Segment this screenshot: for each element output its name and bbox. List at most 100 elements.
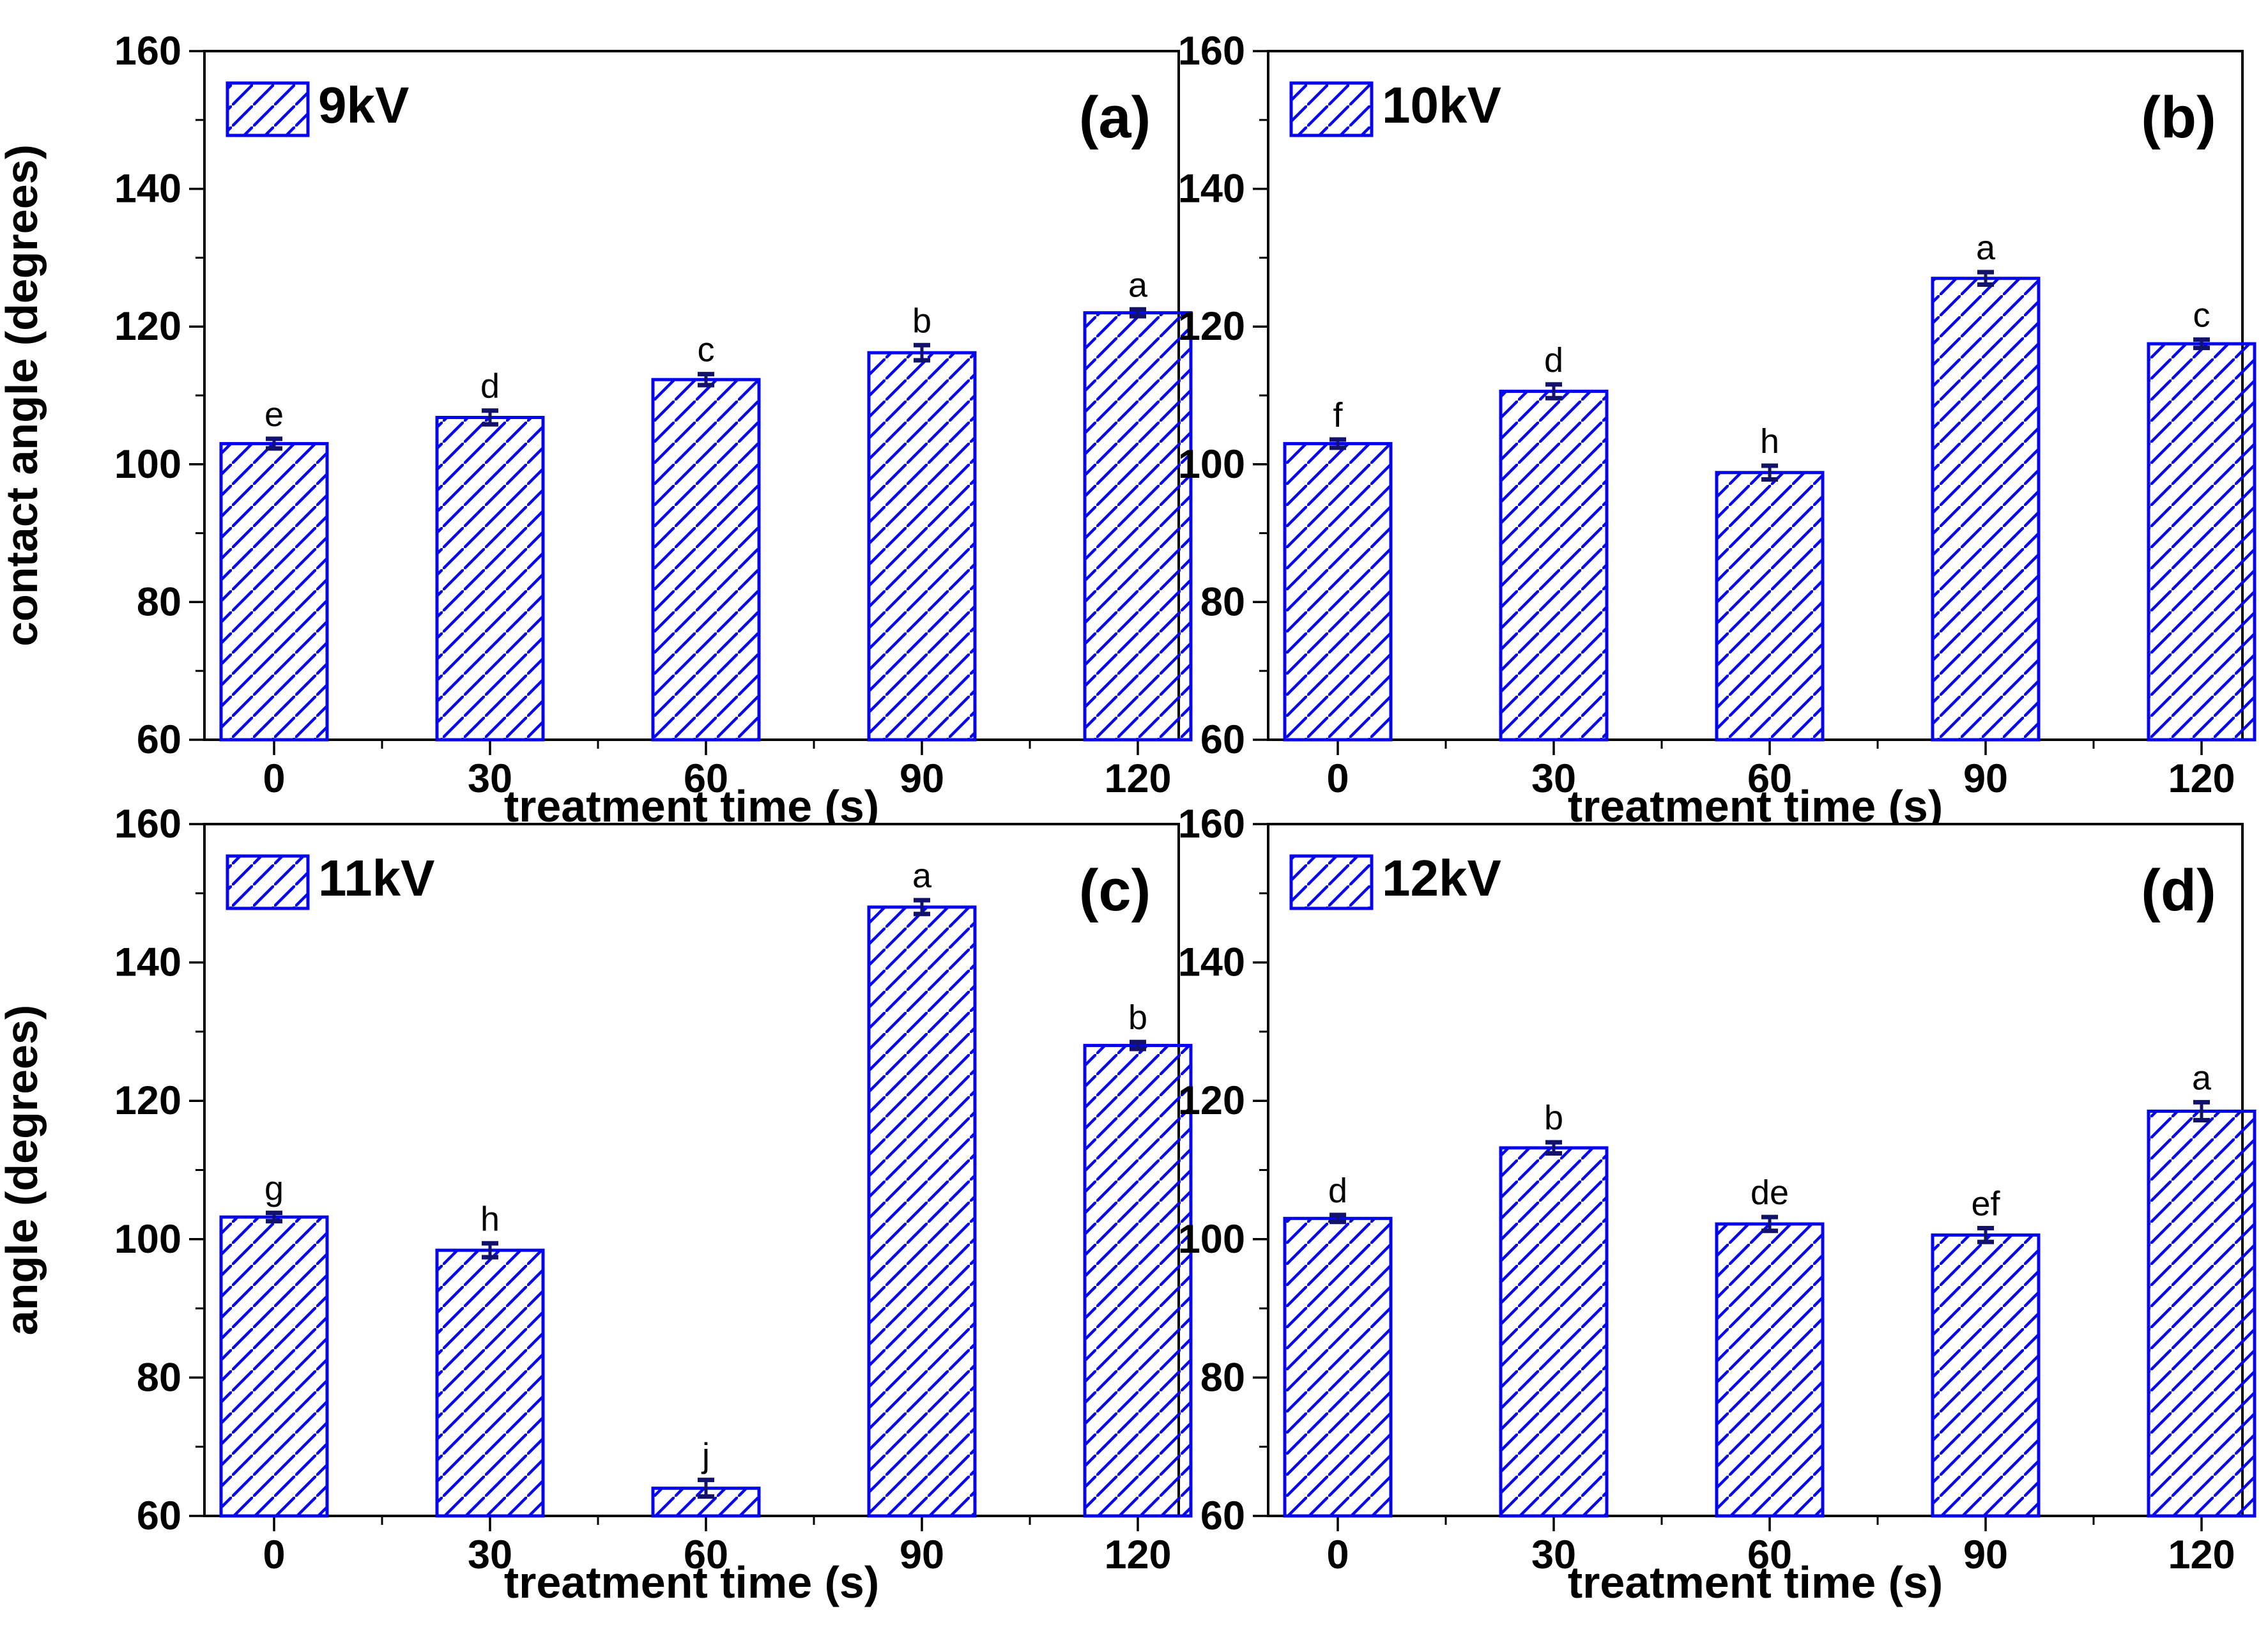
y-tick-label: 120 bbox=[114, 304, 181, 349]
panel-label: (d) bbox=[2141, 858, 2216, 923]
bar bbox=[1499, 1146, 1609, 1518]
bar bbox=[1499, 390, 1609, 742]
panel-c: 60 80 100 120 140 160 0 30 60 90 120 g h j a b 11kV (c) tr… bbox=[0, 802, 1193, 1607]
sig-letter: b bbox=[1544, 1099, 1563, 1137]
bar bbox=[219, 1215, 329, 1518]
x-tick-label: 0 bbox=[263, 1533, 285, 1577]
plot-box bbox=[203, 823, 1180, 1517]
y-tick-label: 60 bbox=[1200, 717, 1245, 762]
sig-letter: a bbox=[2192, 1059, 2212, 1097]
sig-letter: ef bbox=[1971, 1184, 2000, 1223]
y-tick-label: 140 bbox=[1178, 167, 1245, 211]
y-axis-title: contact angle (degrees) bbox=[0, 144, 47, 646]
y-tick-label: 100 bbox=[1178, 442, 1245, 487]
x-tick-label: 90 bbox=[1963, 1533, 2008, 1577]
x-tick-label: 120 bbox=[1104, 756, 1171, 801]
y-tick-label: 140 bbox=[114, 940, 181, 985]
bar bbox=[867, 905, 977, 1518]
legend-label: 11kV bbox=[318, 850, 434, 906]
bar bbox=[867, 351, 977, 742]
sig-letter: g bbox=[264, 1170, 284, 1208]
panel-label: (b) bbox=[2141, 85, 2216, 150]
bar bbox=[435, 415, 545, 742]
y-tick-label: 160 bbox=[1178, 802, 1245, 846]
x-tick-label: 90 bbox=[900, 1533, 944, 1577]
y-tick-label: 160 bbox=[114, 802, 181, 846]
y-tick-label: 160 bbox=[1178, 29, 1245, 73]
x-tick-label: 120 bbox=[2168, 756, 2235, 801]
sig-letter: d bbox=[1544, 341, 1563, 379]
y-tick-label: 80 bbox=[137, 1355, 181, 1400]
sig-letter: h bbox=[1760, 422, 1779, 461]
x-tick-label: 30 bbox=[468, 1533, 512, 1577]
panel-label: (a) bbox=[1079, 85, 1151, 150]
y-tick-label: 140 bbox=[1178, 940, 1245, 985]
y-tick-label: 80 bbox=[1200, 1355, 1245, 1400]
x-tick-label: 60 bbox=[1747, 1533, 1792, 1577]
y-tick-label: 100 bbox=[114, 442, 181, 487]
y-tick-label: 160 bbox=[114, 29, 181, 73]
legend-label: 10kV bbox=[1382, 77, 1501, 134]
x-axis-title: treatment time (s) bbox=[504, 1557, 879, 1607]
x-tick-label: 90 bbox=[900, 756, 944, 801]
bar bbox=[1931, 277, 2041, 742]
x-tick-label: 30 bbox=[1531, 1533, 1576, 1577]
y-tick-label: 140 bbox=[114, 167, 181, 211]
x-tick-label: 90 bbox=[1963, 756, 2008, 801]
y-tick-label: 100 bbox=[114, 1217, 181, 1262]
bar bbox=[1931, 1233, 2041, 1518]
x-tick-label: 0 bbox=[263, 756, 285, 801]
x-tick-label: 0 bbox=[1326, 756, 1349, 801]
legend-swatch bbox=[226, 81, 310, 137]
bar bbox=[1715, 471, 1825, 742]
bar bbox=[1083, 311, 1193, 742]
bar bbox=[1283, 441, 1393, 742]
sig-letter: a bbox=[1976, 229, 1996, 267]
y-tick-label: 120 bbox=[114, 1078, 181, 1123]
x-tick-label: 30 bbox=[1531, 756, 1576, 801]
legend-label: 12kV bbox=[1382, 850, 1501, 906]
panel-label: (c) bbox=[1079, 858, 1151, 923]
bar bbox=[1283, 1216, 1393, 1518]
sig-letter: d bbox=[480, 367, 500, 406]
legend-swatch bbox=[1289, 81, 1374, 137]
y-tick-label: 120 bbox=[1178, 304, 1245, 349]
sig-letter: e bbox=[264, 395, 284, 434]
sig-letter: d bbox=[1328, 1172, 1347, 1210]
bar bbox=[1083, 1044, 1193, 1518]
legend-label: 9kV bbox=[318, 77, 409, 134]
panel-d: 60 80 100 120 140 160 0 30 60 90 120 d b de ef a 12kV (d)… bbox=[1178, 802, 2257, 1607]
x-tick-label: 120 bbox=[1104, 1533, 1171, 1577]
bar bbox=[219, 441, 329, 742]
y-tick-label: 80 bbox=[1200, 579, 1245, 624]
x-tick-label: 120 bbox=[2168, 1533, 2235, 1577]
y-tick-label: 120 bbox=[1178, 1078, 1245, 1123]
y-tick-label: 60 bbox=[137, 717, 181, 762]
sig-letter: c bbox=[698, 331, 715, 369]
legend-swatch bbox=[1289, 854, 1374, 910]
sig-letter: de bbox=[1751, 1174, 1789, 1212]
sig-letter: a bbox=[1128, 266, 1148, 304]
bar bbox=[651, 378, 761, 742]
y-axis-title: angle (degrees) bbox=[0, 1005, 47, 1335]
x-tick-label: 60 bbox=[684, 1533, 728, 1577]
x-tick-label: 60 bbox=[1747, 756, 1792, 801]
y-tick-label: 80 bbox=[137, 579, 181, 624]
x-axis-title: treatment time (s) bbox=[1568, 1557, 1943, 1607]
sig-letter: c bbox=[2193, 296, 2211, 335]
sig-letter: a bbox=[912, 857, 932, 895]
sig-letter: f bbox=[1333, 396, 1343, 434]
sig-letter: j bbox=[701, 1437, 710, 1475]
bar bbox=[2147, 1109, 2257, 1518]
y-tick-label: 60 bbox=[137, 1494, 181, 1538]
sig-letter: b bbox=[912, 302, 931, 340]
sig-letter: h bbox=[480, 1200, 500, 1238]
y-tick-label: 100 bbox=[1178, 1217, 1245, 1262]
y-tick-label: 60 bbox=[1200, 1494, 1245, 1538]
sig-letter: b bbox=[1128, 998, 1147, 1037]
bar bbox=[435, 1248, 545, 1518]
